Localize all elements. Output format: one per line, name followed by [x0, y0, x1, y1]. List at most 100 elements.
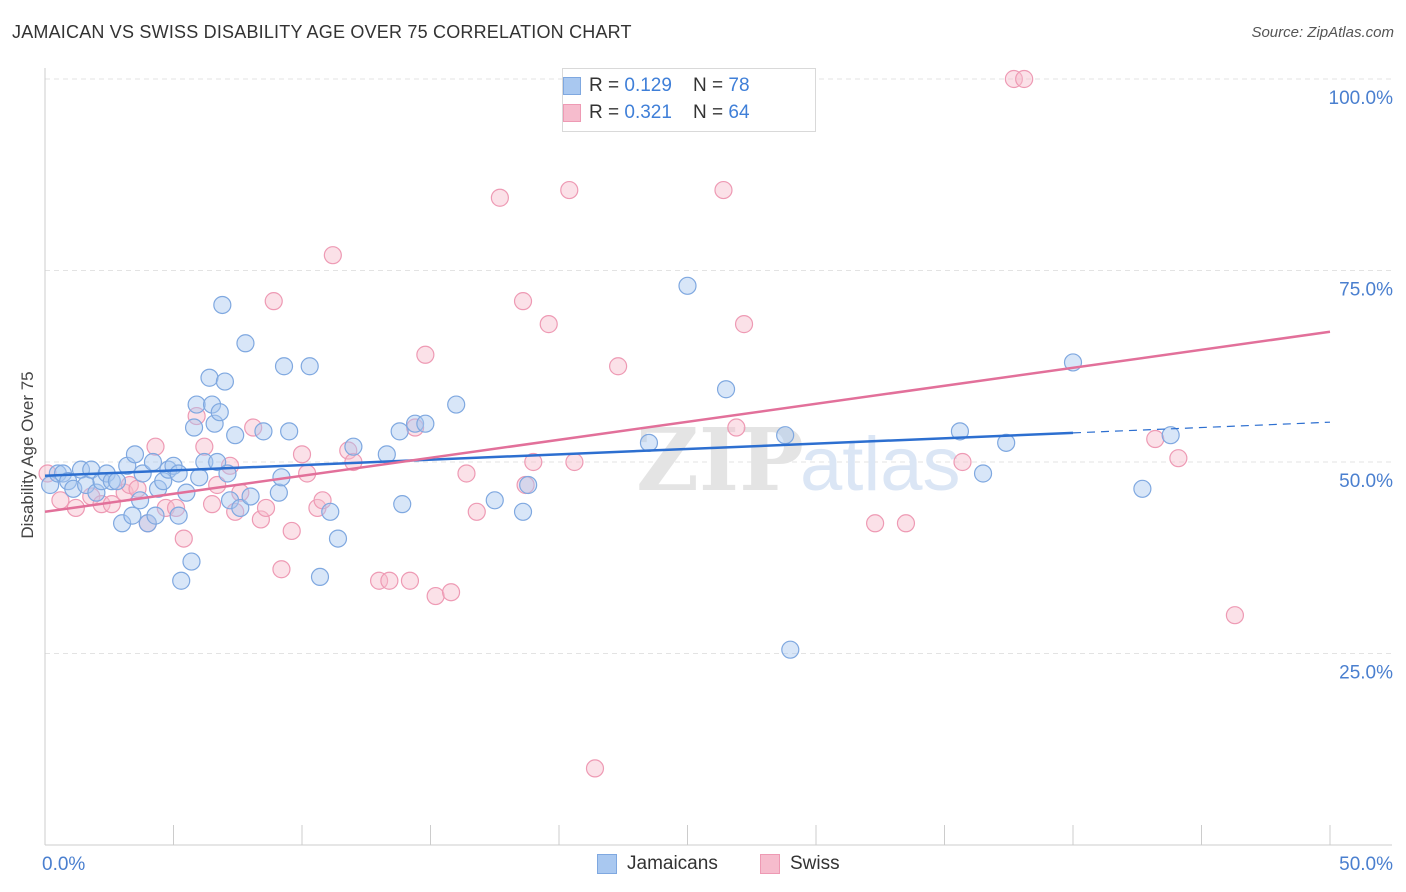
swiss-point — [426, 586, 445, 606]
jamaicans-point — [220, 491, 240, 510]
jamaicans-point — [447, 395, 466, 414]
jamaicans-point — [123, 506, 142, 525]
swiss-point — [490, 188, 509, 207]
jamaicans-point — [205, 414, 224, 433]
jamaicans-point — [138, 514, 157, 533]
jamaicans-point — [1133, 479, 1152, 498]
legend-n-value: 64 — [728, 102, 750, 123]
jamaicans-point — [143, 452, 163, 472]
jamaicans-series — [41, 276, 1180, 659]
jamaicans-point — [776, 426, 795, 445]
swiss-trend-line — [44, 330, 1331, 514]
jamaicans-point — [172, 571, 191, 590]
jamaicans-point — [169, 464, 188, 483]
jamaicans-point — [107, 472, 127, 491]
jamaicans-point — [231, 498, 250, 518]
swiss-point — [38, 464, 57, 483]
legend-r-value: 0.129 — [624, 75, 672, 96]
swiss-point — [560, 180, 579, 200]
jamaicans-point — [213, 295, 232, 315]
watermark: ZIP — [636, 410, 804, 511]
correlation-legend: R = 0.129 N = 78 R = 0.321 N = 64 — [562, 68, 816, 132]
swiss-legend-label: Swiss — [790, 853, 840, 874]
y-tick-label: 100.0% — [1329, 88, 1394, 109]
watermark-atlas: atlas — [800, 422, 961, 507]
jamaicans-swatch — [563, 77, 581, 95]
swiss-point — [714, 180, 733, 200]
swiss-point — [896, 514, 916, 533]
swiss-point — [174, 529, 193, 548]
swiss-swatch — [563, 104, 581, 122]
jamaicans-point — [133, 464, 152, 483]
swiss-point — [323, 246, 342, 265]
jamaicans-point — [112, 514, 132, 533]
jamaicans-point — [485, 491, 504, 510]
jamaicans-point — [269, 483, 288, 502]
jamaicans-point — [215, 372, 234, 391]
swiss-point — [524, 452, 543, 472]
legend-r-value: 0.321 — [624, 102, 672, 123]
legend-n-value: 78 — [728, 75, 750, 96]
jamaicans-point — [1161, 426, 1180, 445]
jamaicans-point — [146, 506, 165, 525]
jamaicans-point — [210, 403, 229, 422]
jamaicans-point — [716, 380, 736, 399]
jamaicans-point — [405, 414, 425, 433]
jamaicans-point — [678, 276, 697, 295]
swiss-point — [609, 357, 628, 376]
swiss-point — [539, 315, 558, 334]
jamaicans-point — [280, 422, 299, 441]
legend-row-swiss: R = 0.321 N = 64 — [563, 101, 750, 125]
swiss-point — [1169, 449, 1188, 468]
swiss-point — [251, 510, 270, 529]
trend-lines — [44, 330, 1331, 514]
legend-gap — [672, 75, 693, 97]
jamaicans-point — [182, 552, 201, 571]
jamaicans-point — [169, 506, 188, 525]
swiss-point — [244, 418, 263, 437]
jamaicans-point — [241, 487, 260, 506]
jamaicans-point — [184, 418, 204, 437]
jamaicans-point — [639, 433, 659, 452]
jamaicans-point — [973, 464, 993, 483]
jamaicans-point — [781, 640, 800, 659]
chart-title: JAMAICAN VS SWISS DISABILITY AGE OVER 75… — [12, 22, 632, 42]
swiss-point — [953, 452, 972, 472]
jamaicans-point — [154, 472, 173, 491]
swiss-point — [380, 571, 399, 590]
legend-r-label: R = — [589, 75, 625, 96]
jamaicans-legend-swatch — [597, 854, 617, 874]
jamaicans-point — [310, 567, 330, 587]
jamaicans-point — [393, 495, 412, 514]
x-tick-label: 0.0% — [42, 854, 85, 875]
swiss-point — [292, 445, 312, 464]
swiss-series — [38, 69, 1245, 778]
axes-layer — [44, 68, 1392, 846]
jamaicans-point — [519, 475, 538, 495]
jamaicans-point — [48, 464, 67, 483]
y-tick-label: 75.0% — [1339, 280, 1393, 301]
swiss-point — [1225, 606, 1245, 625]
swiss-point — [734, 315, 754, 334]
swiss-point — [1004, 69, 1023, 89]
jamaicans-point — [950, 422, 970, 441]
swiss-point — [282, 521, 301, 541]
legend-gap — [672, 102, 693, 124]
legend-n-label: N = — [693, 102, 729, 123]
jamaicans-point — [328, 529, 348, 548]
y-axis-label: Disability Age Over 75 — [18, 371, 37, 539]
jamaicans-point — [125, 445, 145, 464]
legend-row-jamaicans: R = 0.129 N = 78 — [563, 74, 750, 98]
swiss-point — [585, 759, 605, 778]
tick-labels: 25.0% 50.0% 75.0% 100.0% 0.0% 50.0% — [42, 88, 1393, 875]
swiss-point — [416, 345, 435, 364]
swiss-point — [195, 437, 214, 456]
jamaicans-trend-extension — [1072, 421, 1331, 434]
legend-n-label: N = — [693, 75, 729, 96]
swiss-point — [202, 495, 222, 514]
swiss-point — [1146, 429, 1165, 449]
legend-r-label: R = — [589, 102, 625, 123]
jamaicans-point — [200, 368, 219, 387]
swiss-point — [467, 502, 486, 521]
jamaicans-point — [236, 334, 255, 353]
